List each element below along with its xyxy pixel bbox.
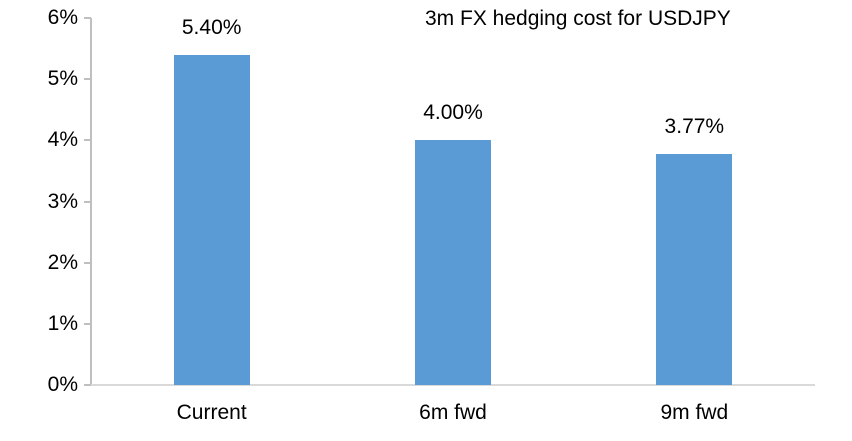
chart-title: 3m FX hedging cost for USDJPY: [425, 7, 731, 30]
x-axis-line: [84, 384, 815, 386]
x-tick-label: 9m fwd: [660, 401, 729, 424]
y-tick-label: 1%: [47, 311, 78, 335]
bar-6m-fwd: [415, 140, 491, 385]
bar-current: [173, 54, 250, 385]
y-tick-label: 6%: [47, 6, 78, 29]
x-tick-label: Current: [176, 401, 247, 424]
bar-value-label: 3.77%: [664, 115, 725, 139]
y-tick-label: 0%: [47, 373, 78, 396]
x-tick-label: 6m fwd: [419, 401, 487, 424]
y-tick-mark: [84, 261, 91, 264]
y-tick-label: 4%: [47, 128, 78, 152]
y-tick-mark: [84, 78, 91, 81]
y-tick-mark: [84, 384, 91, 386]
y-tick-mark: [84, 139, 91, 142]
y-tick-mark: [84, 200, 91, 203]
y-tick-label: 3%: [47, 189, 78, 213]
y-tick-label: 5%: [47, 67, 78, 91]
bar-9m-fwd: [656, 154, 733, 385]
bar-value-label: 5.40%: [181, 15, 242, 39]
bar-value-label: 4.00%: [423, 101, 483, 125]
y-tick-label: 2%: [47, 250, 78, 274]
y-tick-mark: [84, 17, 91, 19]
y-axis-line: [90, 18, 92, 385]
y-tick-mark: [84, 322, 91, 325]
